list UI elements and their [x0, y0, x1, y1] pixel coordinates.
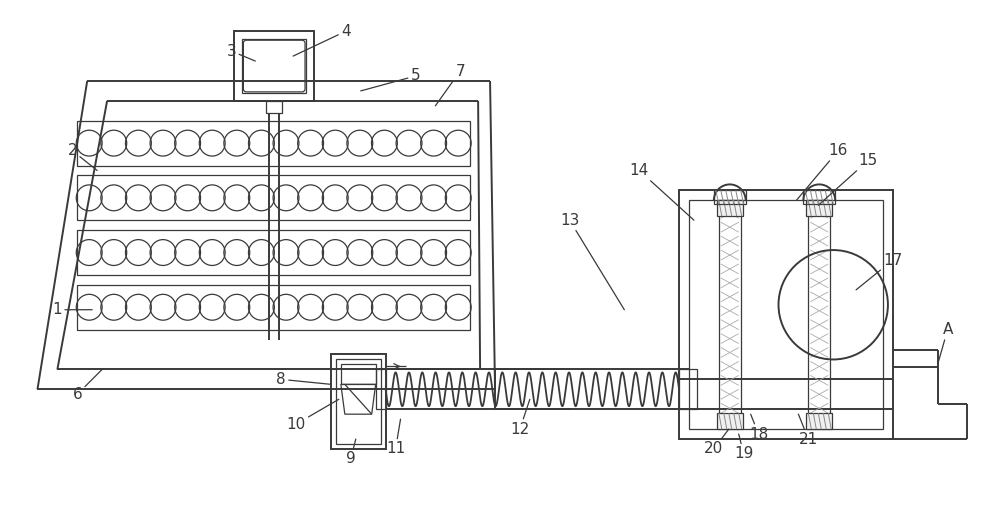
Text: 1: 1 — [53, 302, 92, 317]
Text: 9: 9 — [346, 439, 356, 466]
Text: 20: 20 — [704, 429, 729, 456]
Text: 12: 12 — [510, 399, 530, 437]
Text: 13: 13 — [560, 213, 624, 310]
Bar — [77, 285, 470, 330]
Text: 21: 21 — [798, 414, 818, 446]
Bar — [714, 190, 746, 204]
Text: A: A — [938, 322, 953, 365]
Text: 18: 18 — [749, 414, 768, 442]
Text: 15: 15 — [818, 153, 878, 205]
Bar — [77, 176, 470, 220]
Bar — [679, 190, 893, 439]
Bar — [77, 121, 470, 166]
Text: 5: 5 — [361, 68, 420, 91]
Bar — [806, 200, 832, 216]
Text: 3: 3 — [227, 44, 255, 61]
Text: 8: 8 — [276, 372, 331, 387]
Bar — [803, 190, 835, 204]
Text: 6: 6 — [72, 369, 102, 402]
Text: 16: 16 — [796, 143, 848, 200]
Text: 11: 11 — [386, 419, 405, 456]
Bar — [679, 369, 697, 409]
Bar — [719, 200, 741, 419]
Bar — [689, 200, 883, 429]
Bar — [77, 230, 470, 275]
Bar — [806, 413, 832, 429]
Text: 17: 17 — [856, 253, 903, 290]
Text: 7: 7 — [435, 64, 465, 106]
Text: 10: 10 — [286, 399, 339, 431]
Bar — [341, 365, 376, 384]
Bar — [717, 413, 743, 429]
Bar — [242, 39, 306, 93]
Bar — [808, 200, 830, 419]
Bar — [336, 359, 381, 444]
Bar — [376, 369, 386, 409]
Bar — [234, 31, 314, 101]
Bar — [717, 200, 743, 216]
Bar — [266, 101, 282, 113]
Text: 19: 19 — [734, 434, 753, 462]
Text: 2: 2 — [67, 143, 97, 170]
Text: 14: 14 — [630, 163, 694, 220]
Text: 4: 4 — [293, 24, 351, 56]
Bar — [331, 354, 386, 449]
